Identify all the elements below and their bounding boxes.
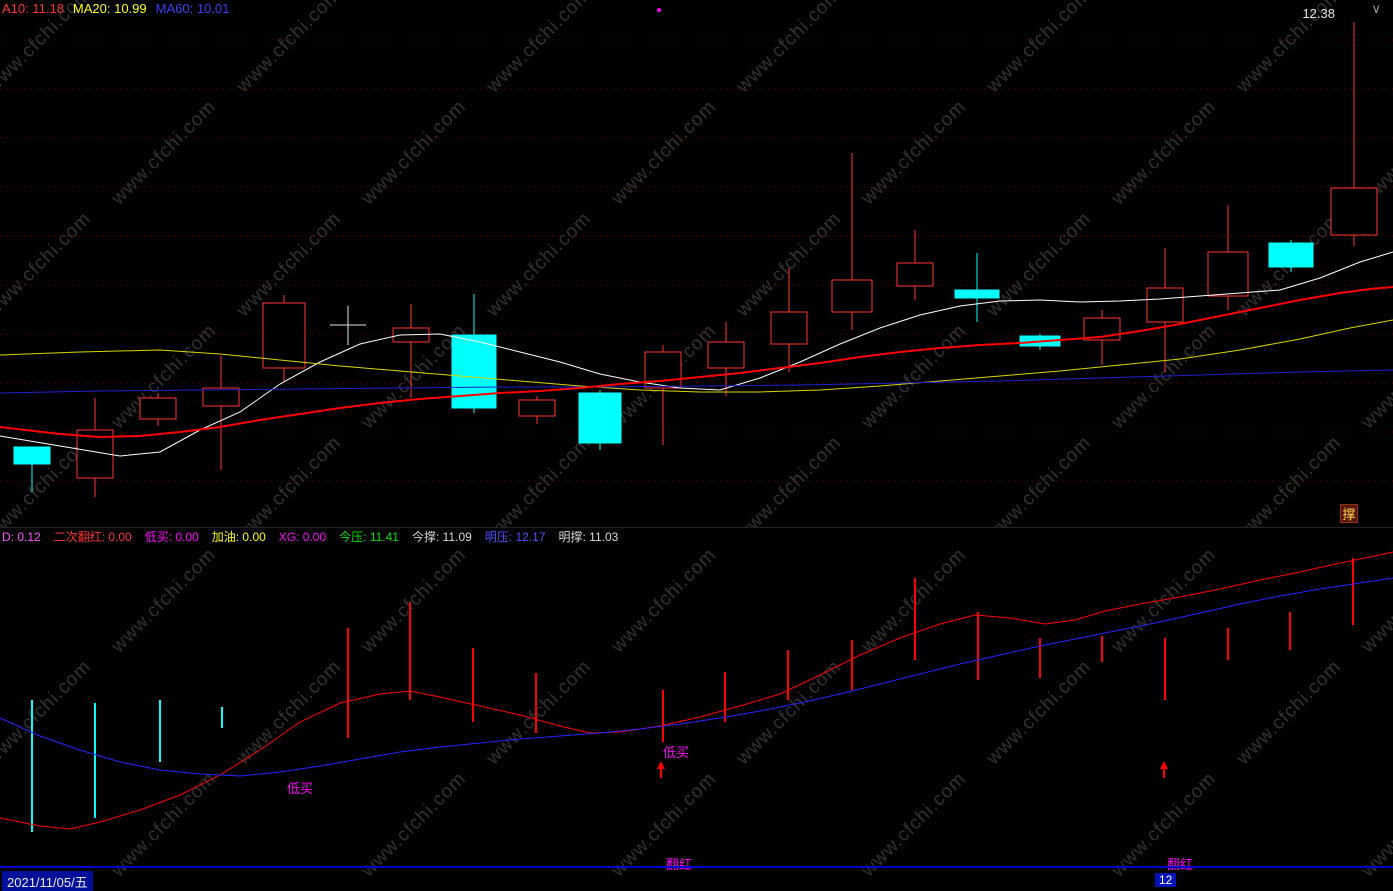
ma-labels: A10: 11.18 MA20: 10.99 MA60: 10.01 bbox=[2, 1, 238, 16]
svg-text:低买: 低买 bbox=[663, 745, 689, 760]
param-item: 今撑: 11.09 bbox=[411, 530, 472, 544]
param-item: 明压: 12.17 bbox=[484, 530, 546, 544]
param-item: 加油: 0.00 bbox=[211, 530, 266, 544]
chevron-down-icon[interactable]: ∨ bbox=[1371, 1, 1381, 16]
param-item: XG: 0.00 bbox=[278, 530, 327, 544]
param-item: D: 0.12 bbox=[2, 530, 41, 544]
svg-text:翻红: 翻红 bbox=[666, 857, 692, 872]
ma-label: MA20: 10.99 bbox=[72, 1, 147, 16]
param-item: 今压: 11.41 bbox=[339, 530, 399, 544]
param-item: 低买: 0.00 bbox=[144, 530, 199, 544]
status-bar: 2021/11/05/五 12 bbox=[0, 866, 1393, 891]
svg-text:翻红: 翻红 bbox=[1167, 857, 1193, 872]
date-label: 2021/11/05/五 bbox=[2, 871, 93, 891]
param-item: 明撑: 11.03 bbox=[558, 530, 619, 544]
bar-count-label: 12 bbox=[1155, 873, 1177, 887]
support-badge: 撑 bbox=[1340, 504, 1358, 523]
param-item: 二次翻红: 0.00 bbox=[53, 530, 132, 544]
svg-text:低买: 低买 bbox=[287, 781, 313, 796]
indicator-param-bar: D: 0.12 二次翻红: 0.00 低买: 0.00 加油: 0.00 XG: 0.0… bbox=[0, 527, 1393, 546]
ma-label: MA60: 10.01 bbox=[155, 1, 230, 16]
last-price-label: 12.38 bbox=[1302, 6, 1335, 21]
ma-label: A10: 11.18 bbox=[2, 1, 64, 16]
